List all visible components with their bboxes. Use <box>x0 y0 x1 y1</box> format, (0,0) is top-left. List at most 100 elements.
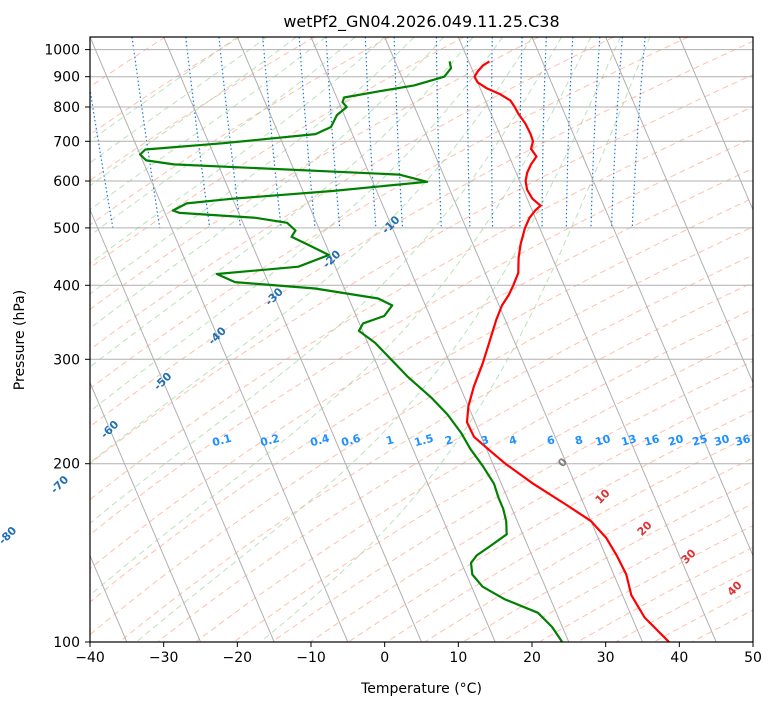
mixing-ratio-label: 25 <box>691 432 709 449</box>
mixing-ratio-label: 0.6 <box>340 432 363 450</box>
temperature-profile-line <box>465 60 670 642</box>
mixing-ratio-label: 30 <box>713 432 731 449</box>
mixing-ratio-label: 2 <box>443 433 454 448</box>
isotherm-line <box>457 37 717 642</box>
mixing-ratio-line <box>631 37 646 228</box>
isotherm-line <box>163 37 422 642</box>
isotherm-line <box>90 208 275 642</box>
moist-adiabat <box>90 37 356 237</box>
dry-adiabat <box>233 334 753 642</box>
moist-adiabat <box>260 37 651 642</box>
moist-adiabat <box>90 37 327 211</box>
mixing-ratio-line <box>185 37 211 228</box>
chart-title: wetPf2_GN04.2026.049.11.25.C38 <box>283 12 559 32</box>
dry-adiabat <box>653 588 753 642</box>
dry-adiabat-label: -80 <box>0 524 20 547</box>
mixing-ratio-label: 1.5 <box>413 432 435 450</box>
dry-adiabat <box>90 37 614 351</box>
dry-adiabat <box>90 197 753 603</box>
isotherm-line <box>236 37 496 642</box>
mixing-ratio-label: 0.4 <box>309 432 332 450</box>
dry-adiabat <box>539 525 753 642</box>
x-tick-label: 30 <box>597 650 615 666</box>
x-tick-label: −20 <box>223 650 253 666</box>
dry-adiabat-label: -40 <box>206 324 229 347</box>
mixing-ratio-label: 8 <box>573 433 584 448</box>
mixing-ratio-line <box>519 37 523 228</box>
moist-adiabat <box>90 37 268 164</box>
moist-adiabat <box>90 37 415 295</box>
moist-adiabat-label: 30 <box>679 546 699 566</box>
dry-adiabat <box>691 609 753 642</box>
mixing-ratio-label: 4 <box>507 433 518 448</box>
dry-adiabat <box>90 137 753 536</box>
dry-adiabat <box>271 360 753 642</box>
dry-adiabat <box>310 385 753 642</box>
x-axis-label: Temperature (°C) <box>360 681 482 697</box>
dry-adiabat <box>90 106 753 501</box>
isotherm-line <box>90 381 201 642</box>
mixing-ratio-line <box>565 37 574 228</box>
dry-adiabat <box>90 40 753 428</box>
y-tick-label: 1000 <box>44 43 80 59</box>
moist-adiabat <box>90 37 444 329</box>
dry-adiabat <box>348 409 753 642</box>
moist-adiabat <box>90 37 562 524</box>
y-tick-label: 800 <box>53 100 80 116</box>
mixing-ratio-line <box>131 37 161 228</box>
dry-adiabat-label: -60 <box>98 418 121 441</box>
y-tick-label: 900 <box>53 70 80 86</box>
mixing-ratio-line <box>610 37 623 228</box>
y-tick-label: 700 <box>53 134 80 150</box>
y-tick-label: 100 <box>53 635 80 651</box>
moist-adiabat <box>90 37 238 142</box>
x-tick-label: 0 <box>380 650 389 666</box>
x-tick-label: 50 <box>744 650 762 666</box>
moist-adiabat <box>90 37 474 368</box>
mixing-ratio-line <box>466 37 471 228</box>
y-tick-label: 400 <box>53 278 80 294</box>
y-tick-label: 600 <box>53 174 80 190</box>
mixing-ratio-label: 6 <box>545 433 556 448</box>
x-tick-label: −40 <box>75 650 105 666</box>
moist-adiabat <box>90 37 386 264</box>
dry-adiabat <box>90 37 540 310</box>
dry-adiabat <box>90 37 315 182</box>
mixing-ratio-line <box>262 37 282 228</box>
dry-adiabat-label: -70 <box>48 473 71 496</box>
y-tick-label: 200 <box>53 457 80 473</box>
dry-adiabat-label: -10 <box>379 213 402 236</box>
mixing-ratio-line <box>325 37 341 228</box>
x-tick-label: −30 <box>149 650 179 666</box>
moist-adiabat-label: 20 <box>635 518 655 538</box>
isotherm-line <box>752 37 753 39</box>
mixing-ratio-line <box>364 37 377 228</box>
mixing-ratio-line <box>218 37 242 228</box>
mixing-ratio-line <box>393 37 404 228</box>
isotherm-line <box>90 37 349 642</box>
isotherm-line <box>384 37 643 642</box>
isotherm-line <box>531 37 753 557</box>
mixing-ratio-line <box>90 85 114 229</box>
moist-adiabat <box>90 37 533 464</box>
dry-adiabat <box>462 480 753 642</box>
x-tick-label: 40 <box>670 650 688 666</box>
y-axis-label: Pressure (hPa) <box>12 290 28 390</box>
dry-adiabat <box>386 433 753 642</box>
dry-adiabat <box>195 308 753 642</box>
dry-adiabat-label: -50 <box>151 369 174 392</box>
y-tick-label: 500 <box>53 221 80 237</box>
x-tick-label: −10 <box>296 650 326 666</box>
dry-adiabat <box>90 226 753 636</box>
dry-adiabat <box>90 167 753 570</box>
mixing-ratio-label: 36 <box>734 432 752 449</box>
mixing-ratio-label: 0.1 <box>211 432 233 450</box>
mixing-ratio-label: 3 <box>479 433 490 448</box>
mixing-ratio-line <box>298 37 316 228</box>
dry-adiabat <box>90 37 689 390</box>
x-tick-label: 20 <box>523 650 541 666</box>
moist-adiabat <box>135 37 621 642</box>
isotherm-line <box>605 37 753 384</box>
mixing-ratio-label: 20 <box>667 432 685 449</box>
